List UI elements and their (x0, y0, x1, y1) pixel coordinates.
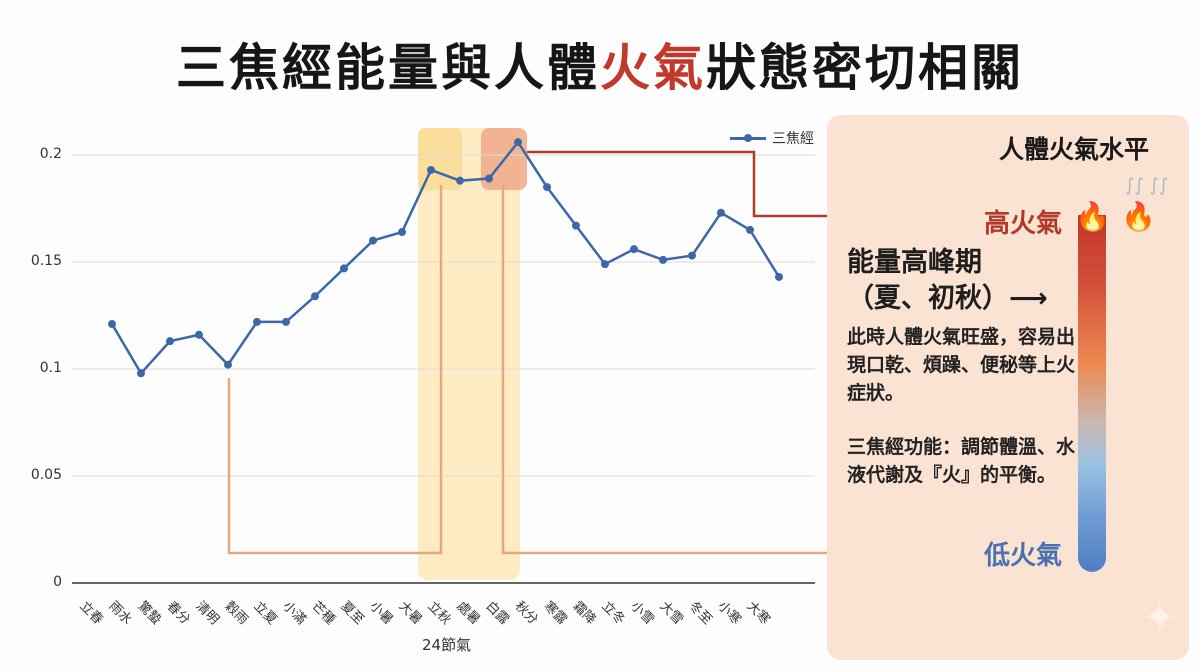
high-fire-label: 高火氣 (984, 209, 1063, 239)
data-point (398, 228, 406, 237)
data-point (195, 330, 203, 339)
data-point (659, 255, 667, 264)
data-point (630, 245, 638, 254)
chart-legend: 三焦經 (730, 128, 814, 148)
data-point (775, 272, 783, 281)
connector-line (501, 185, 965, 555)
data-point (688, 251, 696, 260)
data-point (224, 360, 232, 369)
title-text-end: 狀態密切相關 (706, 38, 1024, 97)
page-title: 三焦經能量與人體火氣狀態密切相關 (0, 28, 1200, 100)
title-highlight: 火氣 (600, 38, 706, 97)
data-point (572, 221, 580, 230)
legend-line-icon (730, 133, 766, 142)
fire-icon: 🔥 (1075, 200, 1110, 233)
data-point (717, 208, 725, 217)
data-point (282, 317, 290, 326)
y-tick-label: 0.15 (30, 253, 62, 269)
y-tick-label: 0.05 (30, 467, 62, 483)
data-point (166, 337, 174, 346)
function-description: 三焦經功能：調節體溫、水液代謝及『火』的平衡。 (847, 436, 1076, 486)
data-point (340, 264, 348, 273)
peak-period-label: 能量高峰期 （夏、初秋）⟶ (847, 245, 1048, 317)
peak-line1: 能量高峰期 (847, 247, 982, 278)
peak-line2: （夏、初秋）⟶ (847, 283, 1048, 314)
fire-thermometer (1078, 215, 1106, 572)
y-tick-label: 0 (53, 574, 62, 590)
data-point (746, 225, 754, 234)
data-point (108, 320, 116, 329)
data-point (253, 317, 261, 326)
summer-highlight-band (418, 128, 520, 580)
steam-icon: ∫∫ ∫∫ (1125, 175, 1169, 196)
data-point (485, 174, 493, 183)
title-text: 三焦經能量與人體 (176, 38, 600, 97)
panel-title: 人體火氣水平 (998, 135, 1149, 164)
peak-description: 此時人體火氣旺盛，容易出現口乾、煩躁、便秘等上火症狀。 (847, 326, 1076, 404)
low-fire-label: 低火氣 (984, 541, 1063, 571)
data-point (427, 165, 435, 174)
series-line (110, 140, 781, 376)
fire-level-panel: 人體火氣水平 高火氣 🔥 🔥 ∫∫ ∫∫ 能量高峰期 （夏、初秋）⟶ 此時人體火氣… (827, 115, 1189, 660)
x-axis-title: 24節氣 (422, 636, 472, 654)
y-tick-label: 0.2 (39, 146, 62, 162)
peak-highlight (418, 128, 462, 190)
data-point (601, 260, 609, 269)
data-point (543, 183, 551, 192)
data-point (137, 369, 145, 378)
data-point (311, 292, 319, 301)
fire-icon: 🔥 (1121, 200, 1156, 233)
data-point (456, 176, 464, 185)
data-point (514, 138, 522, 147)
data-point (369, 236, 377, 245)
y-tick-label: 0.1 (39, 360, 62, 376)
legend-label: 三焦經 (772, 131, 814, 147)
sparkle-icon: ✦ (1143, 595, 1177, 641)
connector-line (227, 185, 443, 555)
